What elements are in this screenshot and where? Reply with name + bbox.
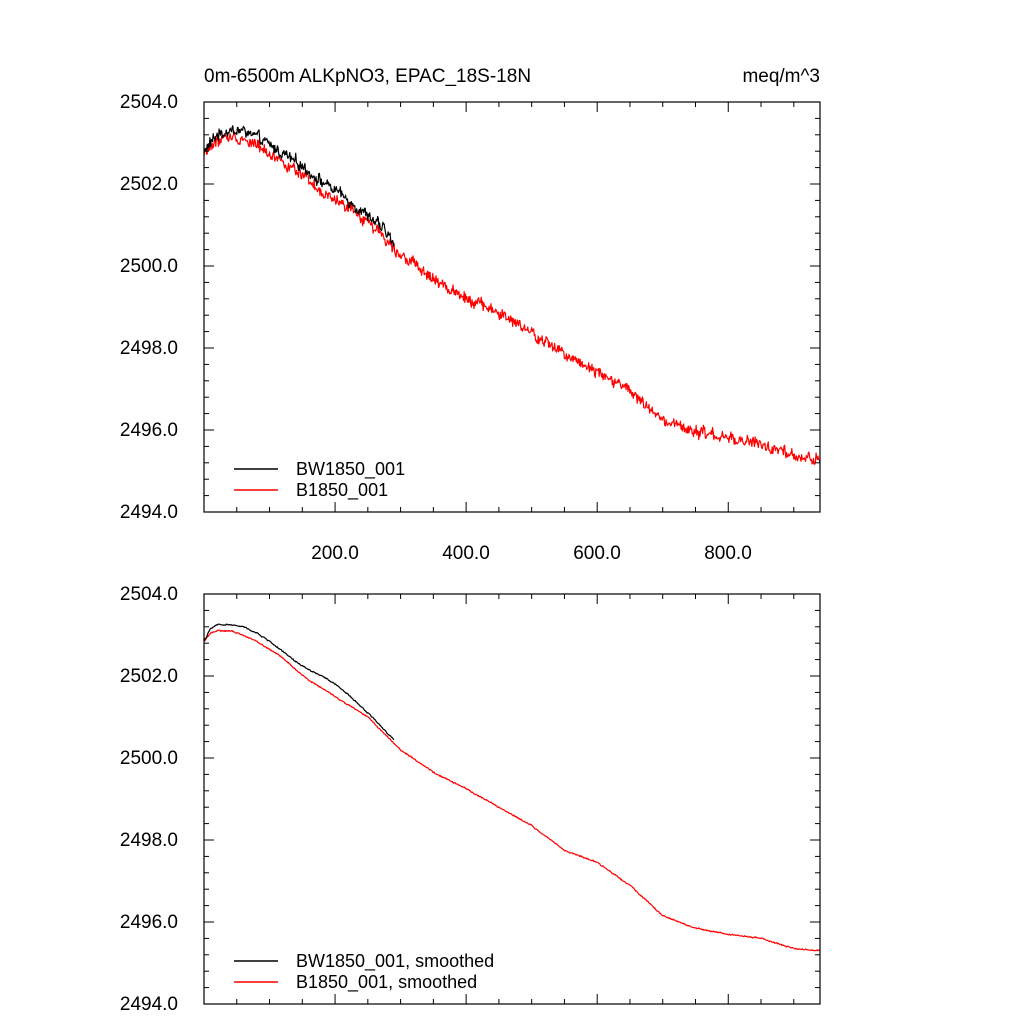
y-tick-label: 2502.0 (120, 174, 178, 195)
bottom-series-layer (203, 623, 821, 952)
y-tick-label: 2496.0 (120, 912, 178, 933)
series-line-bw1850-001-smoothed (203, 623, 395, 741)
chart-title-right: meq/m^3 (742, 66, 820, 87)
bottom-legend: BW1850_001, smoothed B1850_001, smoothed (234, 951, 494, 993)
bottom-axes (204, 593, 820, 1005)
top-x-tick-labels: 200.0 400.0 600.0 800.0 (311, 543, 752, 564)
top-y-tick-labels: 2494.0 2496.0 2498.0 2500.0 2502.0 2504.… (120, 92, 178, 523)
series-line-b1850-001 (203, 130, 821, 465)
legend-label-b1850: B1850_001 (296, 480, 388, 501)
series-line-b1850-001-smoothed (203, 629, 821, 952)
y-tick-label: 2500.0 (120, 256, 178, 277)
bottom-y-tick-labels: 2494.0 2496.0 2498.0 2500.0 2502.0 2504.… (120, 584, 178, 1015)
x-tick-label: 400.0 (442, 543, 490, 564)
y-tick-label: 2504.0 (120, 584, 178, 605)
y-tick-label: 2494.0 (120, 994, 178, 1015)
y-tick-label: 2494.0 (120, 502, 178, 523)
chart-title-left: 0m-6500m ALKpNO3, EPAC_18S-18N (204, 66, 531, 87)
y-tick-label: 2500.0 (120, 748, 178, 769)
legend-label-bw1850-smoothed: BW1850_001, smoothed (296, 951, 494, 972)
y-tick-label: 2498.0 (120, 338, 178, 359)
top-panel: 2494.0 2496.0 2498.0 2500.0 2502.0 2504.… (120, 92, 821, 564)
y-tick-label: 2504.0 (120, 92, 178, 113)
series-line-bw1850-001 (203, 125, 395, 247)
legend-label-bw1850: BW1850_001 (296, 459, 405, 480)
y-tick-label: 2502.0 (120, 666, 178, 687)
x-tick-label: 600.0 (573, 543, 621, 564)
y-tick-label: 2498.0 (120, 830, 178, 851)
top-legend: BW1850_001 B1850_001 (234, 459, 405, 501)
x-tick-label: 200.0 (311, 543, 359, 564)
top-series-layer (203, 125, 821, 465)
y-tick-label: 2496.0 (120, 420, 178, 441)
top-plot-frame (203, 101, 821, 513)
legend-label-b1850-smoothed: B1850_001, smoothed (296, 972, 477, 993)
x-tick-label: 800.0 (704, 543, 752, 564)
bottom-plot-frame (203, 593, 821, 1005)
bottom-panel: 2494.0 2496.0 2498.0 2500.0 2502.0 2504.… (120, 584, 821, 1015)
